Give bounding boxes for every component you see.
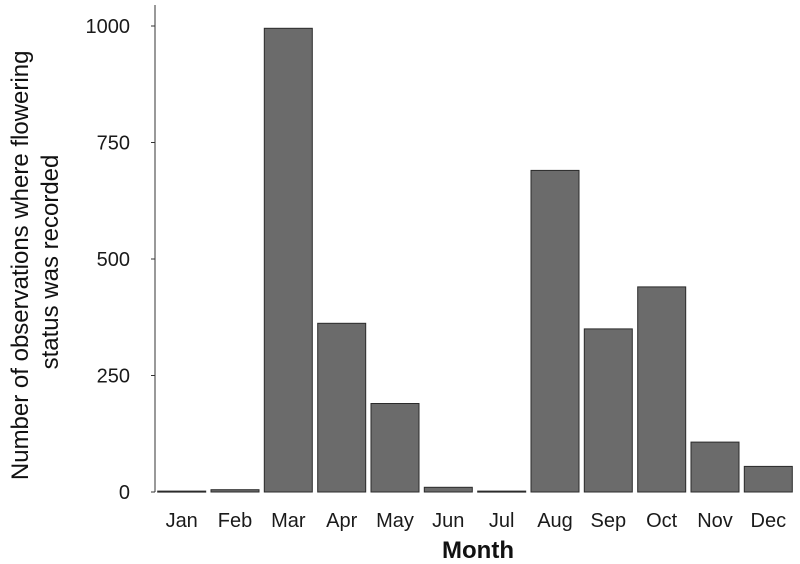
x-tick-label-aug: Aug xyxy=(537,510,573,532)
y-tick-label-250: 250 xyxy=(97,366,130,388)
bar-sep xyxy=(583,328,633,493)
bar-jan xyxy=(157,490,207,493)
x-tick-label-jun: Jun xyxy=(432,510,464,532)
x-tick-label-oct: Oct xyxy=(646,510,678,532)
y-tick-label-0: 0 xyxy=(119,482,130,504)
bar-feb xyxy=(210,489,260,493)
bar-oct xyxy=(637,286,687,493)
x-tick-label-sep: Sep xyxy=(591,510,627,532)
x-tick-label-dec: Dec xyxy=(751,510,787,532)
y-tick-label-1000: 1000 xyxy=(86,16,131,38)
bar-aug xyxy=(530,169,580,493)
bar-jul xyxy=(477,490,527,493)
bar-mar xyxy=(263,27,313,493)
bar-may xyxy=(370,403,420,493)
y-axis-title-line-1: Number of observations where flowering xyxy=(7,51,34,481)
x-axis: Jan Feb Mar Apr May Jun Jul Aug Sep Oct Nov Dec xyxy=(166,510,787,532)
bars-group xyxy=(157,27,793,493)
x-tick-label-may: May xyxy=(376,510,414,532)
x-tick-label-jul: Jul xyxy=(489,510,515,532)
x-tick-label-jan: Jan xyxy=(166,510,198,532)
y-axis-title-line-2: status was recorded xyxy=(37,155,64,370)
y-tick-label-500: 500 xyxy=(97,249,130,271)
x-tick-label-mar: Mar xyxy=(271,510,306,532)
x-axis-title: Month xyxy=(442,537,514,564)
bar-jun xyxy=(423,486,473,493)
bar-apr xyxy=(317,322,367,493)
x-tick-label-apr: Apr xyxy=(326,510,357,532)
x-tick-label-feb: Feb xyxy=(218,510,252,532)
bar-nov xyxy=(690,441,740,493)
y-axis-title: Number of observations where flowering s… xyxy=(7,44,64,480)
bar-dec xyxy=(743,465,793,493)
y-tick-label-750: 750 xyxy=(97,133,130,155)
y-axis: 0 250 500 750 1000 xyxy=(86,5,156,504)
x-tick-label-nov: Nov xyxy=(697,510,733,532)
